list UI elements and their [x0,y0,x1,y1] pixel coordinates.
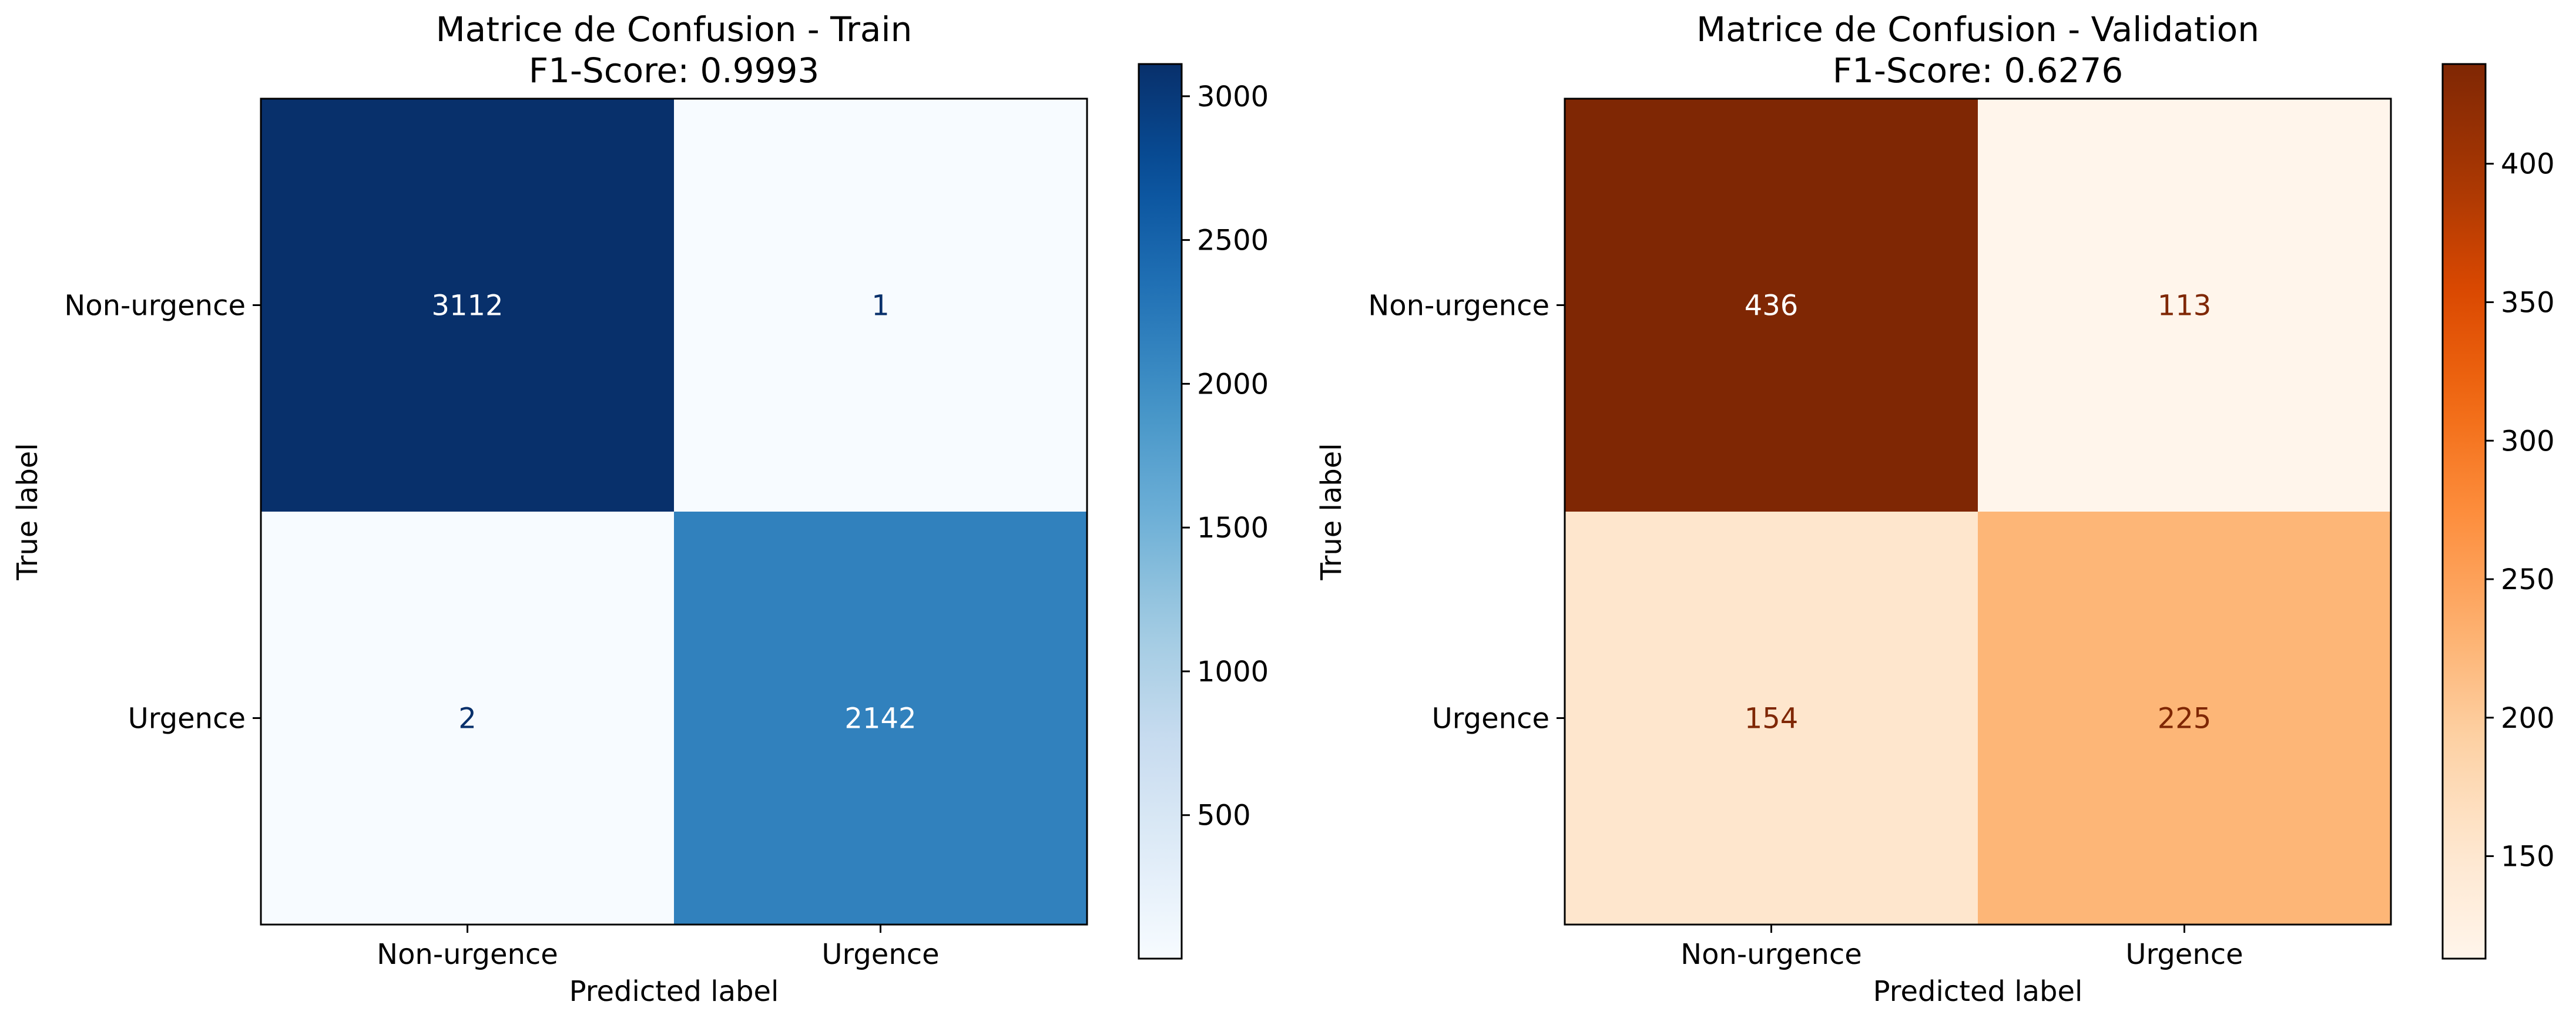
colorbar-tick-label: 200 [2501,702,2555,735]
x-axis-label: Predicted label [1873,975,2083,1008]
cell-value-label: 1 [871,290,890,322]
axes-frame [260,98,1088,926]
matrix-cell-non-urgence-urgence [674,99,1088,512]
y-axis-label: True label [11,443,44,580]
x-tick-label: Non-urgence [377,938,558,971]
chart-title: Matrice de Confusion - Validation F1-Scor… [1696,9,2259,90]
x-tick-label: Non-urgence [1681,938,1862,971]
matrix-cell-urgence-urgence [1978,512,2391,925]
colorbar-tick-label: 150 [2501,841,2555,873]
chart-title: Matrice de Confusion - Train F1-Score: 0.… [436,9,913,90]
colorbar-tick-label: 2000 [1197,368,1269,401]
colorbar-tick-label: 2500 [1197,224,1269,257]
colorbar-tick-label: 350 [2501,287,2555,320]
cell-value-label: 436 [1745,290,1799,322]
colorbar-tick-label: 400 [2501,148,2555,181]
matrix-cell-urgence-non-urgence [1565,512,1978,925]
cell-value-label: 2142 [844,703,916,735]
validation-confusion-matrix-panel: Matrice de Confusion - Validation F1-Scor… [1315,9,2555,1008]
colorbar-frame [2441,63,2487,960]
colorbar-tick-label: 250 [2501,563,2555,596]
colorbar-tick-label: 1500 [1197,512,1269,545]
cell-value-label: 113 [2158,290,2212,322]
cell-value-label: 3112 [431,290,503,322]
matrix-cell-non-urgence-urgence [1978,99,2391,512]
x-tick-label: Urgence [821,938,939,971]
matrix-cell-urgence-urgence [674,512,1088,925]
cell-value-label: 154 [1745,703,1799,735]
cell-value-label: 225 [2158,703,2212,735]
colorbar-tick-label: 3000 [1197,80,1269,113]
train-confusion-matrix-panel: Matrice de Confusion - Train F1-Score: 0.… [11,9,1269,1008]
matrix-cell-non-urgence-non-urgence [1565,99,1978,512]
y-tick-label: Non-urgence [1368,290,1549,322]
colorbar-tick-label: 300 [2501,425,2555,458]
matrix-cell-non-urgence-non-urgence [261,99,675,512]
colorbar-tick-label: 1000 [1197,656,1269,688]
x-tick-label: Urgence [2125,938,2243,971]
y-tick-label: Urgence [1432,703,1549,735]
x-axis-label: Predicted label [569,975,779,1008]
y-tick-label: Non-urgence [64,290,246,322]
matrix-cell-urgence-non-urgence [261,512,675,925]
y-axis-label: True label [1315,443,1348,580]
colorbar-frame [1138,63,1183,960]
axes-frame [1564,98,2392,926]
colorbar [1139,64,1182,959]
colorbar [2443,64,2486,959]
colorbar-tick-label: 500 [1197,799,1251,832]
y-tick-label: Urgence [128,703,246,735]
cell-value-label: 2 [458,703,477,735]
